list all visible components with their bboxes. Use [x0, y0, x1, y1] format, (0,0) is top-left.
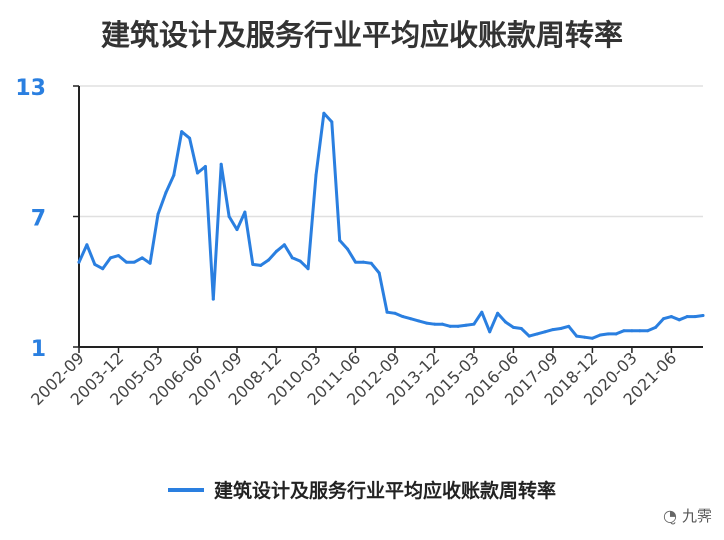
wechat-icon: ◔̮ — [663, 506, 677, 525]
data-point — [369, 261, 373, 265]
y-tick-label: 7 — [31, 207, 46, 232]
data-point — [496, 311, 500, 315]
data-point — [511, 325, 515, 329]
gridlines — [79, 85, 703, 218]
data-point — [614, 332, 618, 336]
data-point — [274, 249, 278, 253]
data-point — [338, 238, 342, 242]
data-point — [464, 323, 468, 327]
data-point — [425, 321, 429, 325]
data-point — [330, 120, 334, 124]
data-point — [504, 320, 508, 324]
y-tick-label: 13 — [15, 76, 46, 101]
data-point — [361, 260, 365, 264]
data-point — [685, 315, 689, 319]
data-point — [211, 297, 215, 301]
data-point — [701, 313, 705, 317]
data-point — [109, 256, 113, 260]
data-point — [85, 243, 89, 247]
series — [77, 111, 705, 340]
data-point — [322, 111, 326, 115]
data-point — [456, 324, 460, 328]
data-point — [535, 332, 539, 336]
data-point — [267, 258, 271, 262]
data-point — [203, 164, 207, 168]
data-point — [298, 259, 302, 263]
data-point — [567, 324, 571, 328]
data-point — [590, 336, 594, 340]
data-point — [235, 228, 239, 232]
data-point — [219, 162, 223, 166]
y-tick-labels: 13 7 1 — [15, 76, 46, 362]
data-point — [606, 332, 610, 336]
data-point — [93, 262, 97, 266]
data-point — [77, 260, 81, 264]
data-point — [124, 260, 128, 264]
data-point — [132, 260, 136, 264]
data-point — [306, 267, 310, 271]
data-point — [662, 317, 666, 321]
data-point — [448, 324, 452, 328]
data-point — [646, 329, 650, 333]
data-point — [164, 191, 168, 195]
data-point — [559, 327, 563, 331]
data-point — [259, 263, 263, 267]
data-point — [432, 322, 436, 326]
data-point — [188, 136, 192, 140]
data-point — [669, 315, 673, 319]
data-point — [156, 212, 160, 216]
data-point — [622, 329, 626, 333]
data-point — [393, 311, 397, 315]
data-point — [172, 173, 176, 177]
legend-label: 建筑设计及服务行业平均应收账款周转率 — [213, 480, 556, 502]
data-point — [282, 243, 286, 247]
x-tick-labels: 2002-092003-122005-032006-062007-092008-… — [27, 348, 680, 409]
data-point — [385, 310, 389, 314]
data-point — [290, 256, 294, 260]
data-point — [314, 173, 318, 177]
data-point — [251, 262, 255, 266]
data-point — [195, 171, 199, 175]
data-point — [472, 322, 476, 326]
data-point — [519, 327, 523, 331]
data-point — [480, 310, 484, 314]
data-point — [630, 329, 634, 333]
data-point — [417, 319, 421, 323]
data-point — [488, 330, 492, 334]
watermark-text: 九霁 — [681, 507, 712, 525]
data-point — [440, 322, 444, 326]
watermark: ◔̮ 九霁 — [663, 505, 712, 526]
data-point — [551, 328, 555, 332]
chart-title: 建筑设计及服务行业平均应收账款周转率 — [100, 18, 623, 52]
data-point — [140, 256, 144, 260]
data-point — [575, 334, 579, 338]
legend: 建筑设计及服务行业平均应收账款周转率 — [0, 476, 724, 503]
data-point — [227, 215, 231, 218]
data-point — [409, 317, 413, 321]
data-point — [527, 334, 531, 338]
data-point — [116, 254, 120, 258]
data-point — [654, 325, 658, 329]
axes — [73, 85, 703, 353]
series-line — [77, 111, 705, 340]
data-point — [180, 130, 184, 134]
data-point — [401, 315, 405, 319]
data-point — [377, 271, 381, 275]
legend-swatch — [167, 487, 204, 492]
data-point — [677, 318, 681, 322]
data-point — [353, 260, 357, 264]
data-point — [543, 330, 547, 334]
data-point — [598, 333, 602, 337]
y-tick-label: 1 — [31, 337, 46, 362]
data-point — [101, 267, 105, 271]
data-point — [638, 329, 642, 333]
data-point — [346, 247, 350, 251]
data-point — [148, 261, 152, 265]
data-point — [243, 210, 247, 214]
data-point — [583, 335, 587, 339]
data-point — [693, 315, 697, 319]
